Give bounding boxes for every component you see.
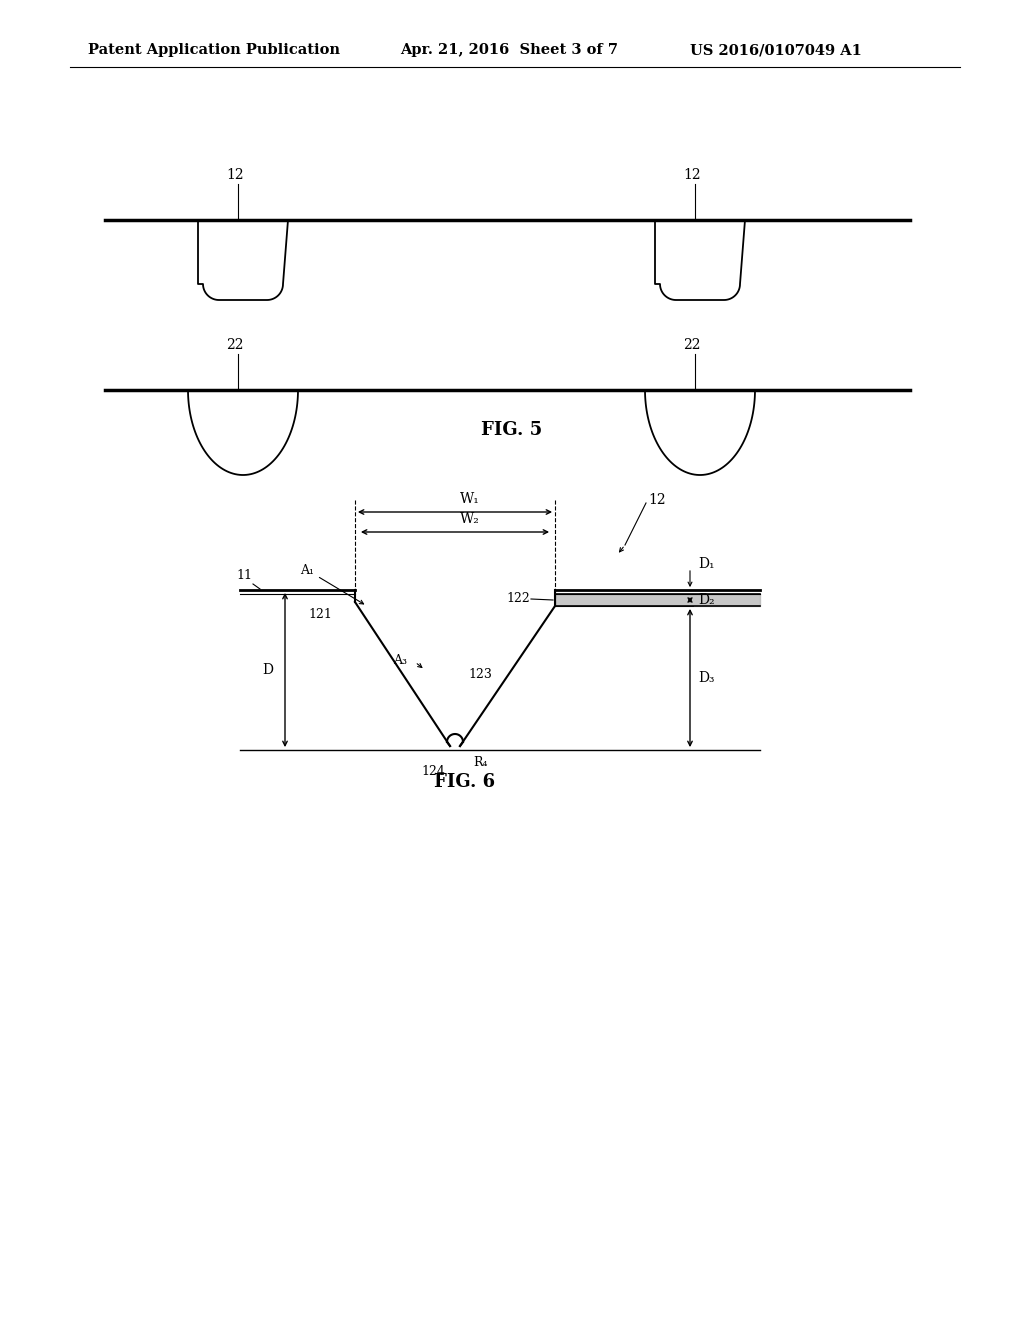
Text: W₁: W₁ [460, 492, 480, 506]
Text: 122: 122 [506, 593, 530, 606]
Text: D₃: D₃ [698, 671, 715, 685]
Text: 11: 11 [236, 569, 252, 582]
Text: D: D [262, 663, 273, 677]
Text: 123: 123 [468, 668, 492, 681]
Text: FIG. 6: FIG. 6 [434, 774, 496, 791]
Text: 121: 121 [308, 609, 332, 622]
Text: 22: 22 [683, 338, 700, 352]
Text: Patent Application Publication: Patent Application Publication [88, 44, 340, 57]
Text: Apr. 21, 2016  Sheet 3 of 7: Apr. 21, 2016 Sheet 3 of 7 [400, 44, 618, 57]
Text: US 2016/0107049 A1: US 2016/0107049 A1 [690, 44, 862, 57]
Text: FIG. 5: FIG. 5 [481, 421, 543, 440]
Text: D₂: D₂ [698, 593, 715, 607]
Text: 12: 12 [226, 168, 244, 182]
Text: A₃: A₃ [393, 653, 407, 667]
Text: A₁: A₁ [300, 564, 314, 577]
Text: 22: 22 [226, 338, 244, 352]
Text: W₂: W₂ [460, 512, 480, 525]
Text: 124: 124 [421, 766, 445, 777]
Text: 12: 12 [683, 168, 700, 182]
Text: R₄: R₄ [473, 755, 487, 768]
Text: D₁: D₁ [698, 557, 715, 572]
Text: 12: 12 [648, 492, 666, 507]
